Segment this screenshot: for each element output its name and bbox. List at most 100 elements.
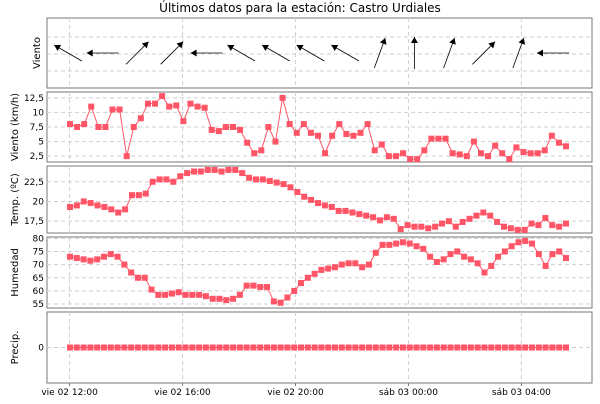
data-point xyxy=(259,176,266,183)
data-point xyxy=(379,344,386,351)
data-point xyxy=(215,128,222,135)
data-point xyxy=(397,226,404,233)
data-point xyxy=(495,253,502,260)
data-point xyxy=(95,124,102,130)
data-point xyxy=(114,253,121,260)
data-point xyxy=(404,222,411,229)
data-point xyxy=(107,251,114,258)
data-point xyxy=(529,240,536,247)
data-point xyxy=(250,344,257,351)
y-axis-title: Viento xyxy=(32,37,43,69)
data-point xyxy=(542,344,549,351)
data-point xyxy=(514,226,521,233)
data-point xyxy=(501,344,508,351)
data-point xyxy=(216,344,223,351)
data-point xyxy=(137,115,144,122)
data-point xyxy=(109,106,116,113)
data-point xyxy=(258,147,265,154)
data-point xyxy=(494,218,501,225)
data-point xyxy=(100,253,107,260)
y-tick-label: 65 xyxy=(33,274,44,284)
data-point xyxy=(406,344,413,351)
data-point xyxy=(265,124,272,130)
data-point xyxy=(555,139,562,146)
data-point xyxy=(287,184,294,191)
y-axis-title: Viento (km/h) xyxy=(10,93,21,161)
data-point xyxy=(87,344,94,351)
data-point xyxy=(159,93,166,100)
data-point xyxy=(128,344,135,351)
data-point xyxy=(325,265,332,272)
wind-arrow xyxy=(410,37,418,69)
data-point xyxy=(481,269,488,276)
data-point xyxy=(291,344,298,351)
data-point xyxy=(371,147,378,154)
data-point xyxy=(447,251,454,258)
data-point xyxy=(222,124,229,130)
data-point xyxy=(345,260,352,267)
data-point xyxy=(293,129,300,136)
data-point xyxy=(440,256,447,263)
data-point xyxy=(331,264,338,271)
panel-2: Temp. (ºC) 22,5 20 17,5 xyxy=(10,165,593,234)
data-point xyxy=(307,129,314,136)
data-point xyxy=(67,203,73,210)
data-point xyxy=(399,344,406,351)
data-point xyxy=(237,126,244,133)
data-point xyxy=(216,295,223,302)
data-point xyxy=(501,223,507,230)
data-point xyxy=(191,168,197,175)
data-point xyxy=(311,344,318,351)
data-point xyxy=(315,200,321,207)
data-point xyxy=(499,150,506,157)
data-point xyxy=(298,280,305,287)
panel-4: Precip. 0 xyxy=(10,311,593,384)
data-point xyxy=(427,253,434,260)
data-point xyxy=(378,141,385,148)
data-point xyxy=(393,344,400,351)
data-point xyxy=(243,344,250,351)
data-point xyxy=(322,150,329,157)
data-point xyxy=(209,295,216,302)
data-point xyxy=(298,344,305,351)
data-point xyxy=(548,132,555,139)
data-point xyxy=(300,121,307,128)
data-point xyxy=(232,166,239,173)
data-point xyxy=(162,344,169,351)
data-point xyxy=(257,283,264,290)
data-point xyxy=(390,215,397,222)
panel-1: Viento (km/h) 12,5 10 7,5 5 2,5 xyxy=(10,91,593,163)
data-point xyxy=(556,223,563,230)
data-point xyxy=(336,121,343,128)
data-point xyxy=(480,209,487,216)
data-point xyxy=(474,260,481,267)
data-point xyxy=(549,251,556,258)
data-point xyxy=(246,174,253,181)
data-point xyxy=(442,135,449,142)
data-point xyxy=(264,344,271,351)
data-point xyxy=(463,153,470,160)
data-point xyxy=(325,344,332,351)
data-point xyxy=(352,344,359,351)
y-tick-label: 60 xyxy=(33,287,45,297)
data-point xyxy=(488,262,495,269)
data-point xyxy=(535,251,542,258)
data-point xyxy=(447,344,454,351)
data-point xyxy=(439,220,445,227)
data-point xyxy=(487,212,494,219)
x-tick-label: sáb 03 04:00 xyxy=(492,388,551,398)
data-point xyxy=(556,344,563,351)
data-point xyxy=(94,256,101,263)
data-point xyxy=(236,344,243,351)
data-point xyxy=(459,218,466,225)
data-point xyxy=(377,217,383,224)
wind-arrow xyxy=(331,44,360,62)
data-point xyxy=(365,344,372,351)
data-point xyxy=(184,170,191,177)
data-point xyxy=(435,135,442,142)
data-point xyxy=(534,150,541,157)
data-point xyxy=(101,203,108,210)
data-point xyxy=(189,344,196,351)
